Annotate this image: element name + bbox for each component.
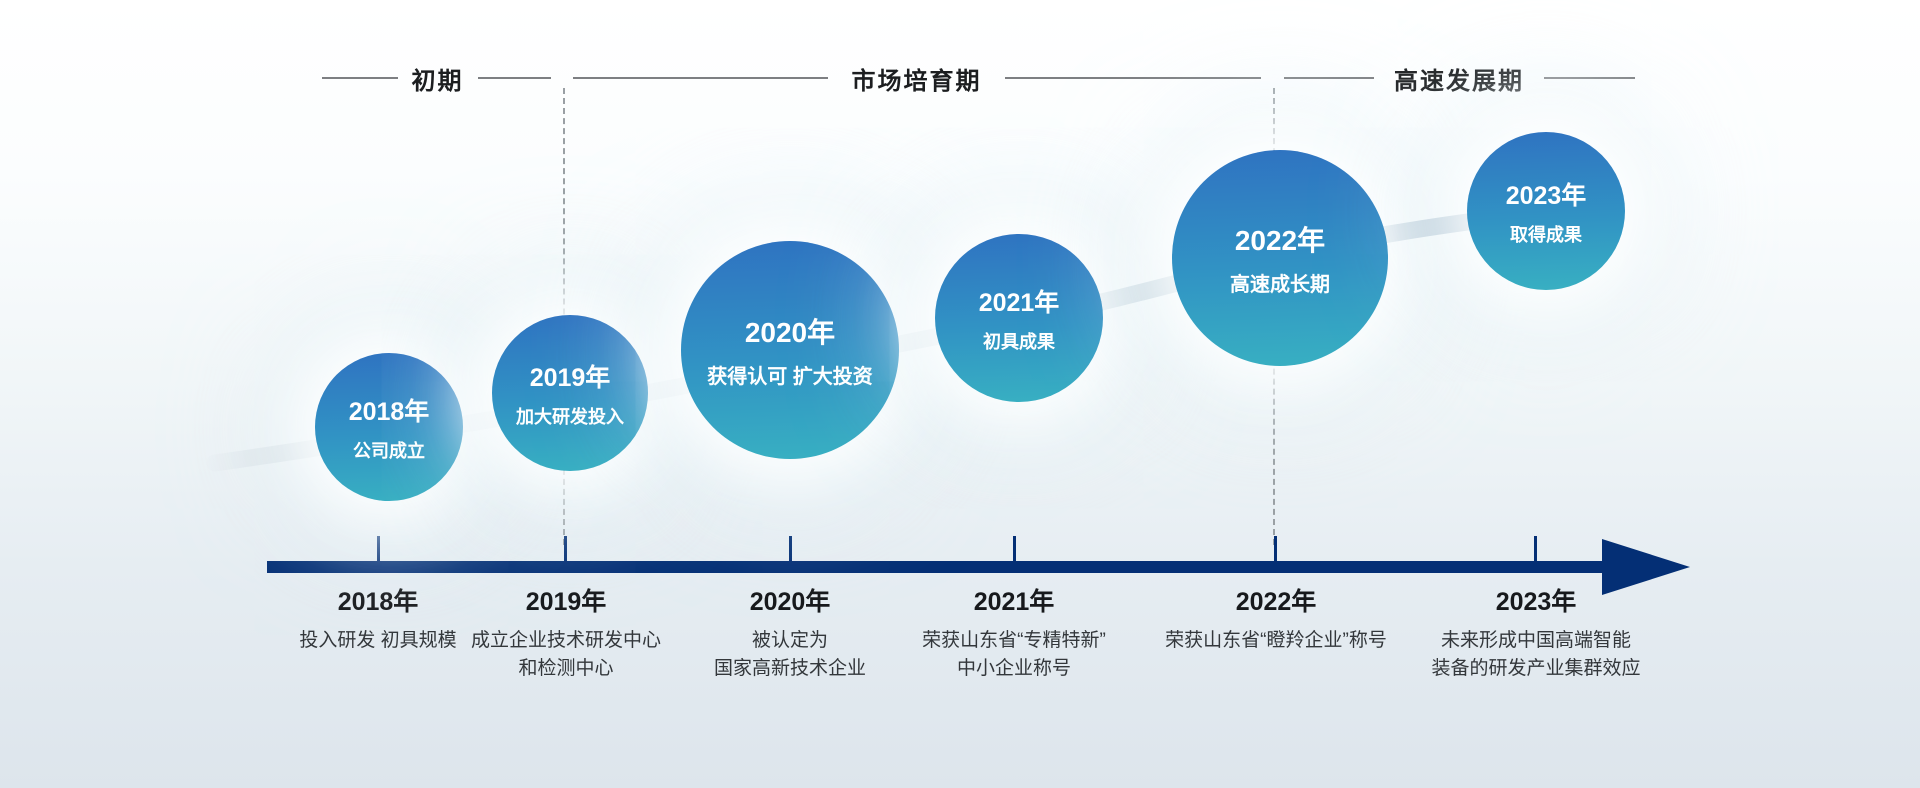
tick-2023 xyxy=(1534,536,1537,561)
bubble-year: 2020年 xyxy=(744,317,836,348)
entry-desc-line-2: 中小企业称号 xyxy=(956,658,1071,679)
tick-2019 xyxy=(564,536,567,561)
phase-rule xyxy=(1005,77,1261,79)
phase-rule xyxy=(477,77,551,79)
phase-header-initial: 初期 xyxy=(322,61,551,95)
phase-label-initial: 初期 xyxy=(411,67,464,95)
bubble-2021: 2021年 初具成果 xyxy=(935,234,1103,402)
entry-desc-line-1: 被认定为 xyxy=(751,630,828,651)
bubble-2020: 2020年 获得认可 扩大投资 xyxy=(681,241,899,459)
timeline-arrowhead-icon xyxy=(1602,539,1690,595)
entry-year: 2018年 xyxy=(337,588,419,616)
entry-year: 2022年 xyxy=(1235,588,1317,616)
bubble-2019: 2019年 加大研发投入 xyxy=(492,315,648,471)
bubble-caption: 公司成立 xyxy=(353,440,425,461)
bubble-caption: 加大研发投入 xyxy=(516,406,624,427)
timeline-entry-2021: 2021年 荣获山东省“专精特新” 中小企业称号 xyxy=(854,582,1174,683)
entry-year: 2023年 xyxy=(1495,588,1577,616)
entry-year: 2019年 xyxy=(525,588,607,616)
bubble-year: 2018年 xyxy=(348,397,430,426)
tick-2018 xyxy=(377,536,380,561)
bubble-caption: 初具成果 xyxy=(983,331,1055,352)
bubble-caption: 获得认可 扩大投资 xyxy=(707,366,873,388)
tick-2020 xyxy=(789,536,792,561)
phase-rule xyxy=(573,77,828,79)
phase-rule xyxy=(322,77,398,79)
timeline-entry-2022: 2022年 荣获山东省“瞪羚企业”称号 xyxy=(1116,582,1436,655)
timeline-entry-2020: 2020年 被认定为 国家高新技术企业 xyxy=(630,582,950,683)
phase-rule xyxy=(1284,77,1374,79)
bubble-year: 2022年 xyxy=(1234,225,1326,256)
phase-header-rapid-development: 高速发展期 xyxy=(1284,61,1635,95)
timeline-axis xyxy=(267,561,1607,573)
phase-header-market-cultivation: 市场培育期 xyxy=(573,61,1261,95)
bubble-caption: 取得成果 xyxy=(1510,224,1582,245)
tick-2021 xyxy=(1013,536,1016,561)
entry-desc-line-2: 和检测中心 xyxy=(518,658,614,679)
entry-desc-line-1: 投入研发 初具规模 xyxy=(299,630,457,651)
phase-label-market-cultivation: 市场培育期 xyxy=(851,67,982,95)
entry-year: 2020年 xyxy=(749,588,831,616)
entry-desc-line-2: 国家高新技术企业 xyxy=(713,658,866,679)
entry-desc-line-1: 未来形成中国高端智能 xyxy=(1440,630,1631,651)
timeline-entry-2019: 2019年 成立企业技术研发中心 和检测中心 xyxy=(406,582,726,683)
bubble-year: 2019年 xyxy=(529,363,611,392)
tick-2022 xyxy=(1274,536,1277,561)
entry-desc-line-1: 荣获山东省“瞪羚企业”称号 xyxy=(1165,630,1387,651)
timeline-entry-2018: 2018年 投入研发 初具规模 xyxy=(218,582,538,655)
bubble-2023: 2023年 取得成果 xyxy=(1467,132,1625,290)
entry-desc-line-1: 成立企业技术研发中心 xyxy=(470,630,661,651)
phase-rule xyxy=(1544,77,1635,79)
entry-year: 2021年 xyxy=(973,588,1055,616)
bubble-year: 2023年 xyxy=(1505,181,1587,210)
entry-desc-line-1: 荣获山东省“专精特新” xyxy=(922,630,1106,651)
phase-label-rapid-development: 高速发展期 xyxy=(1394,67,1524,95)
entry-desc-line-2: 装备的研发产业集群效应 xyxy=(1431,658,1641,679)
timeline-entry-2023: 2023年 未来形成中国高端智能 装备的研发产业集群效应 xyxy=(1376,582,1696,683)
bubble-caption: 高速成长期 xyxy=(1230,274,1330,296)
bubble-2022: 2022年 高速成长期 xyxy=(1172,150,1388,366)
bubble-2018: 2018年 公司成立 xyxy=(315,353,463,501)
bubble-year: 2021年 xyxy=(978,288,1060,317)
